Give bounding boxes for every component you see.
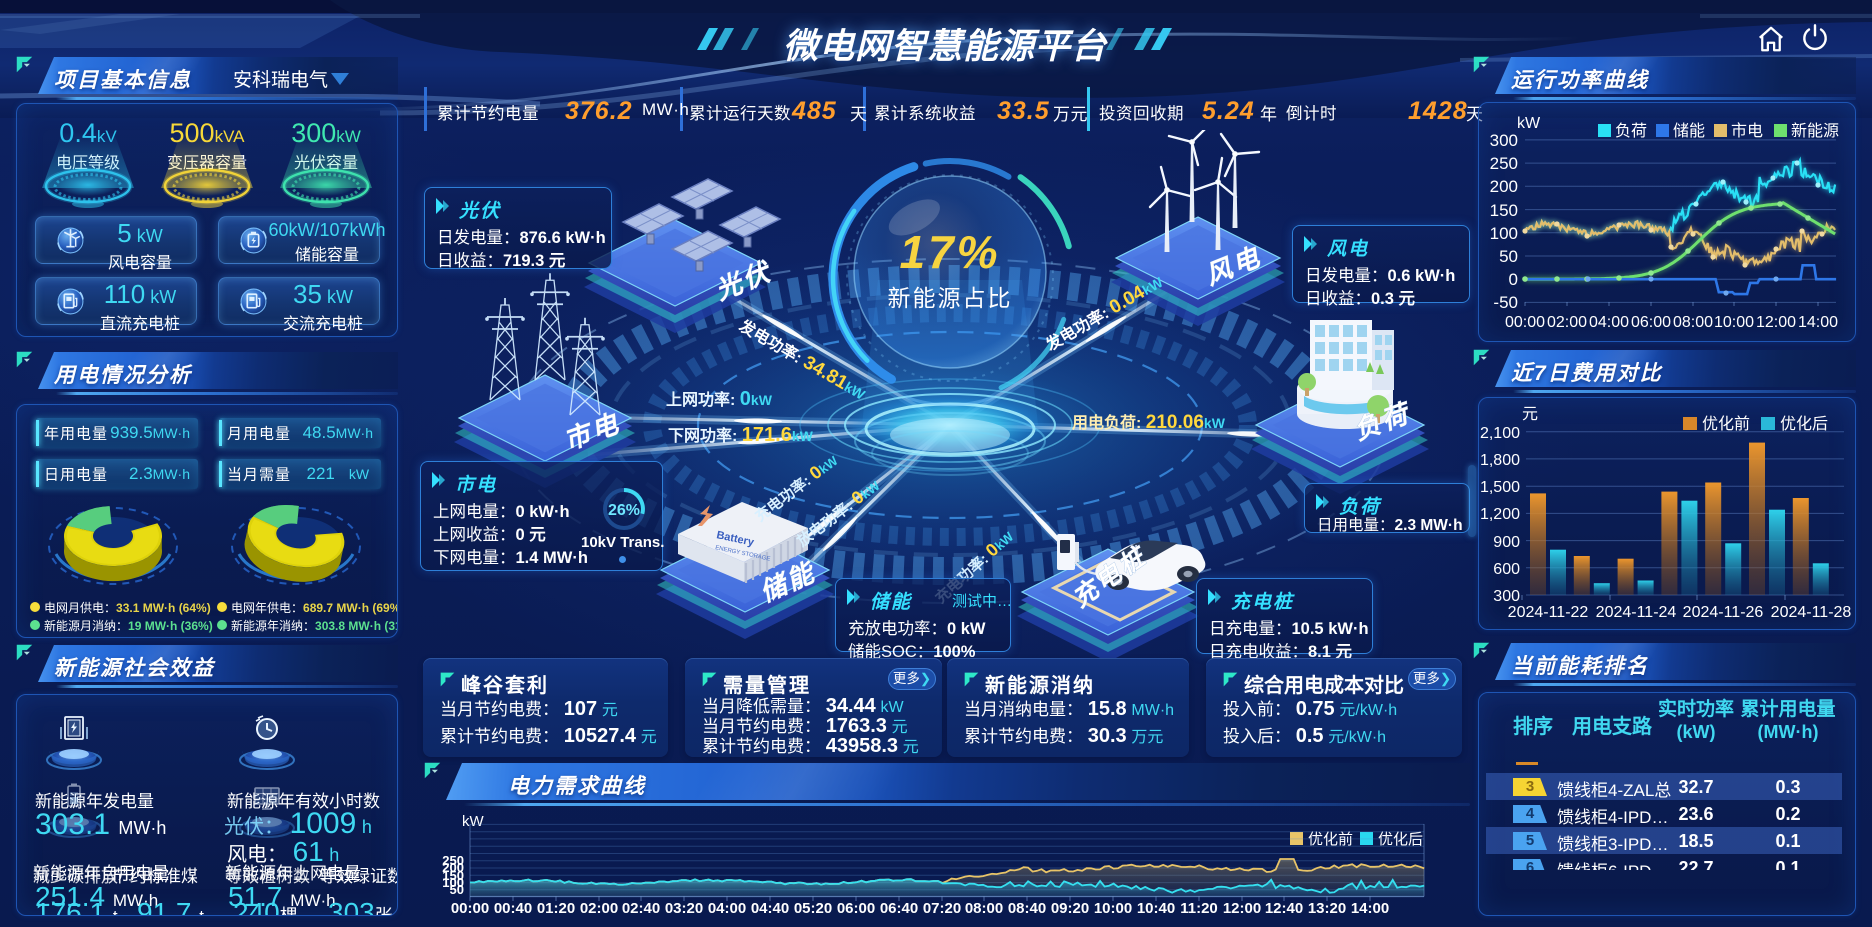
svg-text:09:20: 09:20	[1051, 900, 1089, 917]
svg-text:14:00: 14:00	[1798, 314, 1838, 331]
svg-text:优化前: 优化前	[1702, 415, 1750, 433]
svg-text:10:00: 10:00	[1094, 900, 1132, 917]
svg-text:02:40: 02:40	[622, 900, 660, 917]
svg-text:kW: kW	[462, 813, 485, 830]
svg-text:06:00: 06:00	[1631, 314, 1671, 331]
svg-text:上网功率: 0kW: 上网功率: 0kW	[666, 388, 773, 410]
svg-text:-50: -50	[1493, 293, 1518, 312]
svg-text:新能源占比: 新能源占比	[888, 285, 1013, 311]
svg-text:08:40: 08:40	[1008, 900, 1046, 917]
svg-text:08:00: 08:00	[1673, 314, 1713, 331]
svg-text:市电: 市电	[1731, 122, 1763, 140]
svg-text:150: 150	[442, 868, 464, 883]
svg-text:02:00: 02:00	[580, 900, 618, 917]
svg-text:100: 100	[442, 875, 464, 890]
svg-text:2024-11-22: 2024-11-22	[1508, 604, 1589, 621]
svg-text:05:20: 05:20	[794, 900, 832, 917]
svg-text:2024-11-26: 2024-11-26	[1683, 604, 1764, 621]
svg-text:250: 250	[1490, 154, 1518, 173]
svg-text:12:40: 12:40	[1265, 900, 1303, 917]
svg-text:2024-11-28: 2024-11-28	[1771, 604, 1852, 621]
svg-text:1,500: 1,500	[1480, 479, 1520, 496]
svg-text:储能: 储能	[1673, 122, 1705, 140]
svg-text:00:00: 00:00	[1505, 314, 1545, 331]
svg-text:07:20: 07:20	[923, 900, 961, 917]
svg-text:11:20: 11:20	[1180, 900, 1218, 917]
svg-text:1,200: 1,200	[1480, 506, 1520, 523]
svg-text:250: 250	[442, 853, 464, 868]
svg-text:04:00: 04:00	[1589, 314, 1629, 331]
svg-text:01:20: 01:20	[537, 900, 575, 917]
svg-text:02:00: 02:00	[1547, 314, 1587, 331]
svg-text:04:40: 04:40	[751, 900, 789, 917]
svg-text:1,800: 1,800	[1480, 452, 1520, 469]
svg-text:17%: 17%	[899, 226, 1000, 278]
svg-text:kW: kW	[1517, 115, 1541, 132]
svg-text:10:00: 10:00	[1714, 314, 1754, 331]
svg-text:300: 300	[1493, 588, 1520, 605]
svg-text:12:00: 12:00	[1223, 900, 1261, 917]
svg-text:下网功率: 171.6kW: 下网功率: 171.6kW	[668, 424, 814, 446]
svg-text:13:20: 13:20	[1308, 900, 1346, 917]
svg-text:100: 100	[1490, 224, 1518, 243]
svg-text:2,100: 2,100	[1480, 425, 1520, 442]
svg-text:2024-11-24: 2024-11-24	[1596, 604, 1677, 621]
svg-text:元: 元	[1522, 406, 1538, 423]
svg-text:600: 600	[1493, 561, 1520, 578]
svg-text:50: 50	[450, 882, 464, 897]
svg-text:0: 0	[1509, 270, 1518, 289]
svg-text:优化后: 优化后	[1378, 831, 1423, 848]
svg-text:06:00: 06:00	[837, 900, 875, 917]
svg-text:300: 300	[1490, 131, 1518, 150]
svg-text:900: 900	[1493, 534, 1520, 551]
svg-text:新能源: 新能源	[1791, 122, 1839, 140]
svg-text:优化后: 优化后	[1780, 415, 1828, 433]
svg-text:200: 200	[1490, 177, 1518, 196]
svg-text:14:00: 14:00	[1351, 900, 1389, 917]
svg-text:00:00: 00:00	[451, 900, 489, 917]
svg-text:04:00: 04:00	[708, 900, 746, 917]
svg-text:150: 150	[1490, 201, 1518, 220]
svg-text:06:40: 06:40	[880, 900, 918, 917]
svg-text:200: 200	[442, 860, 464, 875]
svg-text:26%: 26%	[608, 502, 640, 519]
svg-text:00:40: 00:40	[494, 900, 532, 917]
svg-text:10:40: 10:40	[1137, 900, 1175, 917]
svg-text:负荷: 负荷	[1615, 122, 1647, 140]
svg-text:用电负荷: 210.06kW: 用电负荷: 210.06kW	[1072, 412, 1226, 433]
svg-text:12:00: 12:00	[1756, 314, 1796, 331]
svg-text:优化前: 优化前	[1308, 831, 1353, 848]
svg-text:03:20: 03:20	[665, 900, 703, 917]
svg-text:08:00: 08:00	[965, 900, 1003, 917]
svg-text:50: 50	[1499, 247, 1518, 266]
